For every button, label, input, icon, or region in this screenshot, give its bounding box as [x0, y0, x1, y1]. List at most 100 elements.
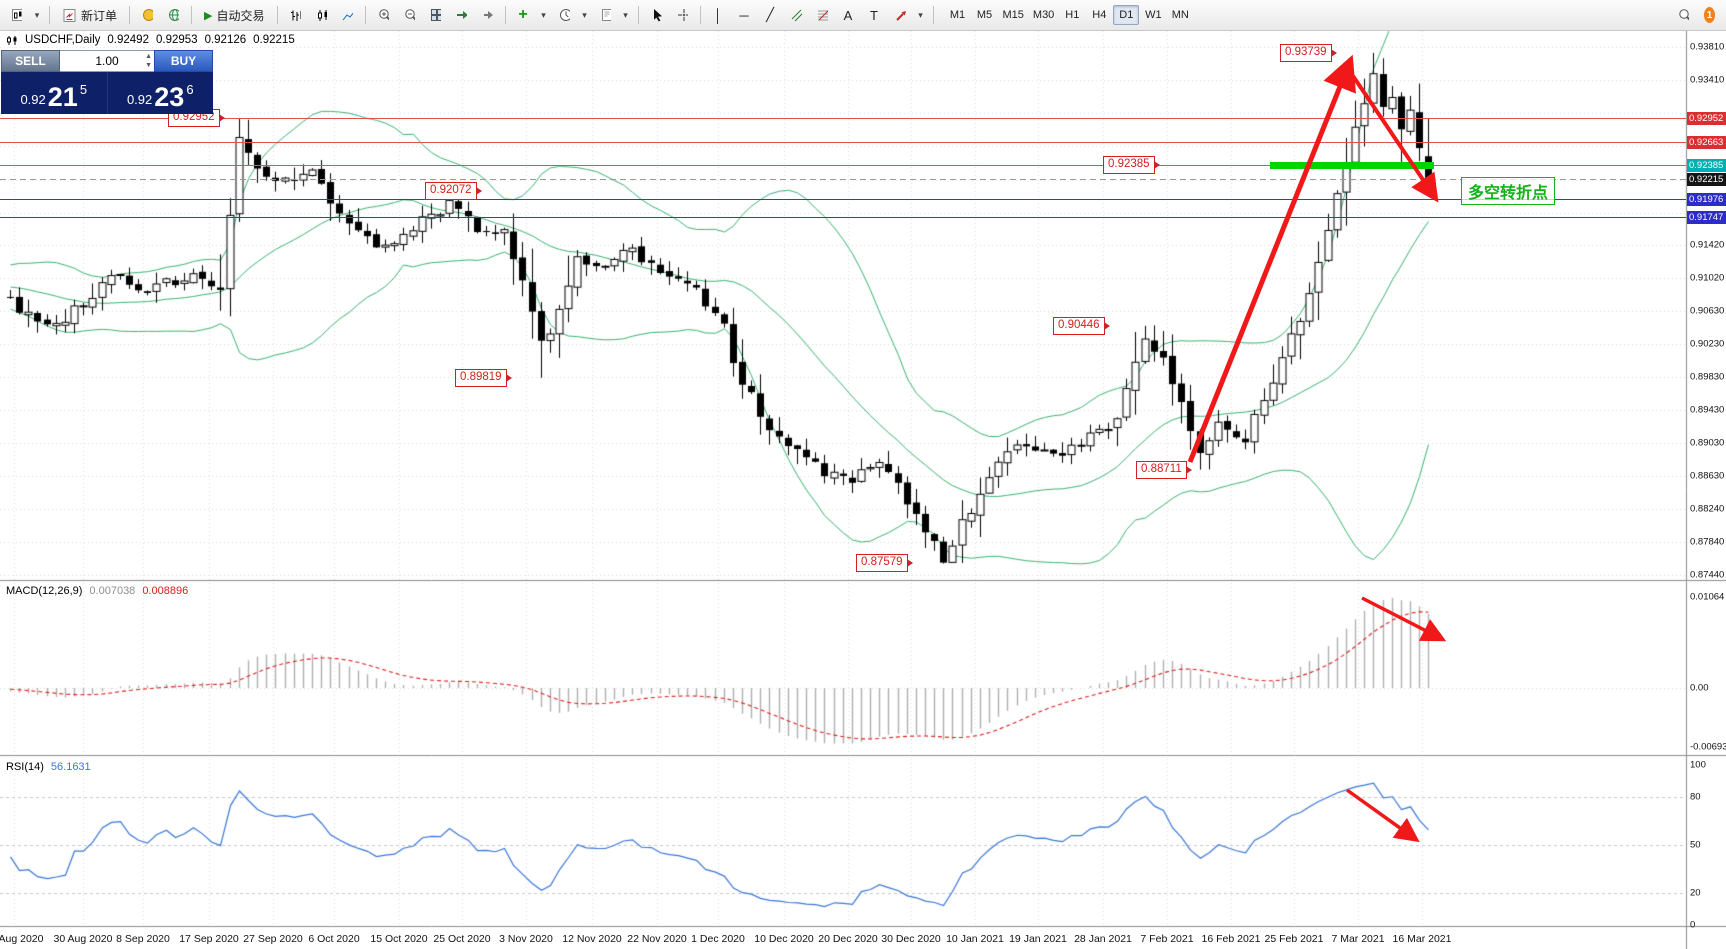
auto-trading-button[interactable]: ▶ 自动交易	[197, 4, 271, 26]
horizontal-level-line[interactable]	[0, 164, 1686, 166]
time-axis-label[interactable]: 20 Dec 2020	[818, 933, 878, 945]
toolbar-separator	[49, 6, 50, 24]
toolbar-separator	[364, 6, 366, 24]
sell-price[interactable]: 0.92 21 5	[1, 72, 108, 114]
timeframe-mn[interactable]: MN	[1167, 5, 1193, 25]
arrows-tool-button[interactable]	[888, 4, 913, 26]
candlestick-mode-button[interactable]	[309, 4, 334, 26]
price-callout[interactable]: 0.88711	[1136, 460, 1192, 479]
channel-tool-button[interactable]	[784, 4, 809, 26]
time-axis-label[interactable]: 1 Dec 2020	[691, 933, 745, 945]
line-chart-mode-button[interactable]	[335, 4, 360, 26]
zoom-out-icon	[404, 8, 415, 20]
time-axis-label[interactable]: 7 Mar 2021	[1331, 933, 1385, 945]
time-axis-label[interactable]: 7 Feb 2021	[1140, 933, 1194, 945]
time-axis-label[interactable]: 27 Sep 2020	[243, 933, 303, 945]
text-tool-button[interactable]: A	[836, 4, 861, 26]
time-axis-label[interactable]: 28 Jan 2021	[1074, 933, 1132, 945]
auto-scroll-button[interactable]	[449, 4, 474, 26]
horizontal-level-line[interactable]	[0, 178, 1686, 180]
community-button[interactable]	[161, 4, 186, 26]
indicators-button[interactable]: +	[511, 4, 536, 26]
time-axis-label[interactable]: 3 Nov 2020	[499, 933, 553, 945]
time-axis-label[interactable]: 12 Nov 2020	[562, 933, 622, 945]
autotrade-play-icon: ▶	[204, 9, 213, 22]
indicators-dropdown[interactable]: ▾	[537, 4, 551, 26]
time-axis-label[interactable]: 15 Oct 2020	[370, 933, 428, 945]
time-axis-label[interactable]: 30 Dec 2020	[881, 933, 941, 945]
timeframe-h1[interactable]: H1	[1059, 5, 1085, 25]
time-axis-label[interactable]: 25 Feb 2021	[1264, 933, 1324, 945]
zoom-out-button[interactable]	[397, 4, 422, 26]
lot-spinner[interactable]: ▲ ▼	[145, 52, 152, 70]
horizontal-level-line[interactable]	[0, 198, 1686, 200]
new-order-label: 新订单	[81, 8, 118, 23]
macd-title: MACD(12,26,9)	[6, 585, 83, 597]
horizontal-line-tool-button[interactable]: ─	[732, 4, 757, 26]
spinner-down-icon[interactable]: ▼	[145, 62, 152, 69]
horizontal-level-line[interactable]	[0, 117, 1686, 119]
ohlc-open: 0.92492	[107, 34, 149, 46]
timeframe-m30[interactable]: M30	[1029, 5, 1058, 25]
cursor-tool-button[interactable]	[644, 4, 669, 26]
notifications-button[interactable]: 1	[1697, 4, 1722, 26]
time-axis-label[interactable]: 22 Nov 2020	[627, 933, 687, 945]
trendline-tool-button[interactable]: ╱	[758, 4, 783, 26]
sell-price-sup: 5	[79, 82, 88, 97]
crosshair-tool-button[interactable]	[670, 4, 695, 26]
support-zone-highlight[interactable]	[1270, 161, 1434, 169]
timeframe-m5[interactable]: M5	[972, 5, 998, 25]
horizontal-level-line[interactable]	[0, 217, 1686, 219]
bar-chart-mode-button[interactable]	[283, 4, 308, 26]
time-axis-label[interactable]: 10 Dec 2020	[754, 933, 814, 945]
spinner-up-icon[interactable]: ▲	[145, 53, 152, 60]
time-axis-label[interactable]: 30 Aug 2020	[53, 933, 113, 945]
new-order-button[interactable]: 新订单	[55, 4, 124, 26]
buy-button[interactable]: BUY	[154, 50, 213, 72]
horizontal-level-line[interactable]	[0, 141, 1686, 143]
tile-windows-button[interactable]	[423, 4, 448, 26]
price-callout[interactable]: 0.92385	[1103, 156, 1160, 175]
time-axis-label[interactable]: 25 Oct 2020	[433, 933, 491, 945]
buy-price[interactable]: 0.92 23 6	[108, 72, 214, 114]
arrows-dropdown[interactable]: ▾	[914, 4, 928, 26]
time-axis-label[interactable]: 10 Jan 2021	[946, 933, 1004, 945]
sell-button[interactable]: SELL	[1, 50, 60, 72]
periods-dropdown[interactable]: ▾	[578, 4, 592, 26]
templates-dropdown[interactable]: ▾	[619, 4, 633, 26]
zoom-in-button[interactable]	[371, 4, 396, 26]
timeframe-h4[interactable]: H4	[1086, 5, 1112, 25]
lot-size-input[interactable]: 1.00 ▲ ▼	[60, 50, 154, 72]
time-axis-label[interactable]: 19 Jan 2021	[1009, 933, 1067, 945]
price-callout[interactable]: 0.93739	[1280, 43, 1337, 62]
time-axis-label[interactable]: 8 Sep 2020	[116, 933, 170, 945]
candlestick-icon	[317, 9, 327, 21]
new-chart-dropdown[interactable]: ▾	[30, 4, 44, 26]
new-order-icon	[63, 8, 76, 22]
turning-point-label[interactable]: 多空转折点	[1461, 177, 1556, 205]
timeframe-m15[interactable]: M15	[999, 5, 1028, 25]
price-callout[interactable]: 0.87579	[856, 554, 913, 573]
time-axis-label[interactable]: 16 Mar 2021	[1392, 933, 1452, 945]
time-axis-label[interactable]: 20 Aug 2020	[0, 933, 44, 945]
timeframe-w1[interactable]: W1	[1140, 5, 1166, 25]
periods-button[interactable]	[552, 4, 577, 26]
vertical-line-tool-button[interactable]: │	[706, 4, 731, 26]
time-axis-label[interactable]: 16 Feb 2021	[1201, 933, 1261, 945]
time-axis-label[interactable]: 17 Sep 2020	[179, 933, 239, 945]
templates-button[interactable]	[593, 4, 618, 26]
chart-shift-button[interactable]	[475, 4, 500, 26]
price-callout[interactable]: 0.90446	[1053, 316, 1110, 335]
timeframe-d1[interactable]: D1	[1113, 5, 1140, 25]
search-button[interactable]	[1671, 4, 1696, 26]
new-chart-button[interactable]	[4, 4, 29, 26]
time-axis-label[interactable]: 6 Oct 2020	[308, 933, 360, 945]
price-callout[interactable]: 0.92072	[425, 182, 482, 201]
timeframe-m1[interactable]: M1	[945, 5, 971, 25]
market-button[interactable]	[135, 4, 160, 26]
fibonacci-tool-button[interactable]	[810, 4, 835, 26]
price-callout[interactable]: 0.89819	[455, 368, 512, 387]
label-tool-button[interactable]: T	[862, 4, 887, 26]
sell-price-prefix: 0.92	[20, 92, 46, 107]
